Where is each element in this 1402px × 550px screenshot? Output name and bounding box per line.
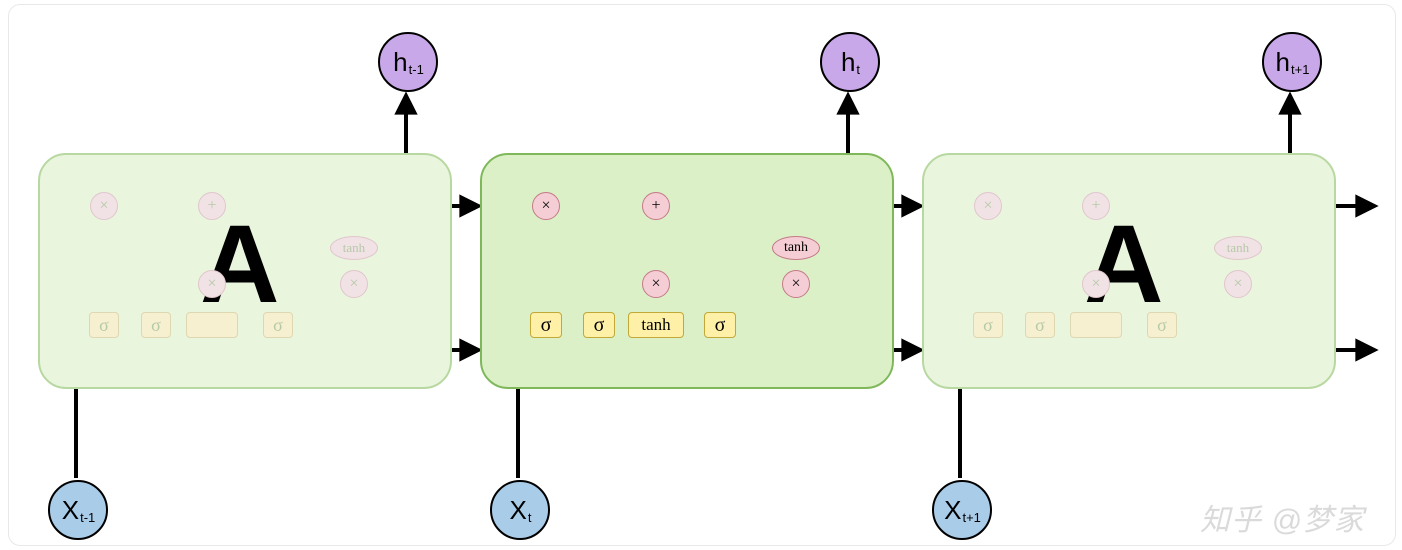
faded-r-g2: σ [1025,312,1055,338]
op-mul3: × [782,270,810,298]
faded-l-g1: σ [89,312,119,338]
gate-sigma2: σ [583,312,615,338]
x-t-sub: t [528,510,532,525]
cell-right-label: A [1084,210,1163,320]
faded-l-mul1: × [90,192,118,220]
gate-tanh1: tanh [628,312,684,338]
faded-r-g4: σ [1147,312,1177,338]
op-mul1: × [532,192,560,220]
faded-l-add1: + [198,192,226,220]
h-prev-node: ht-1 [378,32,438,92]
h-t-sub: t [856,62,860,77]
x-next-label: X [944,495,961,526]
faded-r-mul1: × [974,192,1002,220]
x-prev-sub: t-1 [80,510,95,525]
op-tanh2: tanh [772,236,820,260]
faded-l-mul2: × [198,270,226,298]
x-prev-node: Xt-1 [48,480,108,540]
gate-sigma1: σ [530,312,562,338]
faded-r-tanh2: tanh [1214,236,1262,260]
faded-l-g2: σ [141,312,171,338]
faded-l-tanh2: tanh [330,236,378,260]
faded-r-mul2: × [1082,270,1110,298]
x-next-sub: t+1 [962,510,980,525]
faded-r-mul3: × [1224,270,1252,298]
cell-left-label: A [200,210,279,320]
diagram-stage: A A × + × tanh × σ σ σ × + × tanh × σ σ … [0,0,1402,550]
x-prev-label: X [62,495,79,526]
faded-r-g3 [1070,312,1122,338]
h-prev-sub: t-1 [409,62,424,77]
x-t-node: Xt [490,480,550,540]
op-add1: + [642,192,670,220]
cell-mid [480,153,894,389]
watermark: 知乎 @梦家 [1200,495,1365,539]
faded-l-g3 [186,312,238,338]
faded-r-g1: σ [973,312,1003,338]
h-next-label: h [1276,47,1290,78]
faded-l-g4: σ [263,312,293,338]
h-next-node: ht+1 [1262,32,1322,92]
x-next-node: Xt+1 [932,480,992,540]
faded-r-add1: + [1082,192,1110,220]
h-prev-label: h [393,47,407,78]
x-t-label: X [510,495,527,526]
gate-sigma3: σ [704,312,736,338]
faded-l-mul3: × [340,270,368,298]
h-next-sub: t+1 [1291,62,1309,77]
h-t-node: ht [820,32,880,92]
op-mul2: × [642,270,670,298]
h-t-label: h [841,47,855,78]
